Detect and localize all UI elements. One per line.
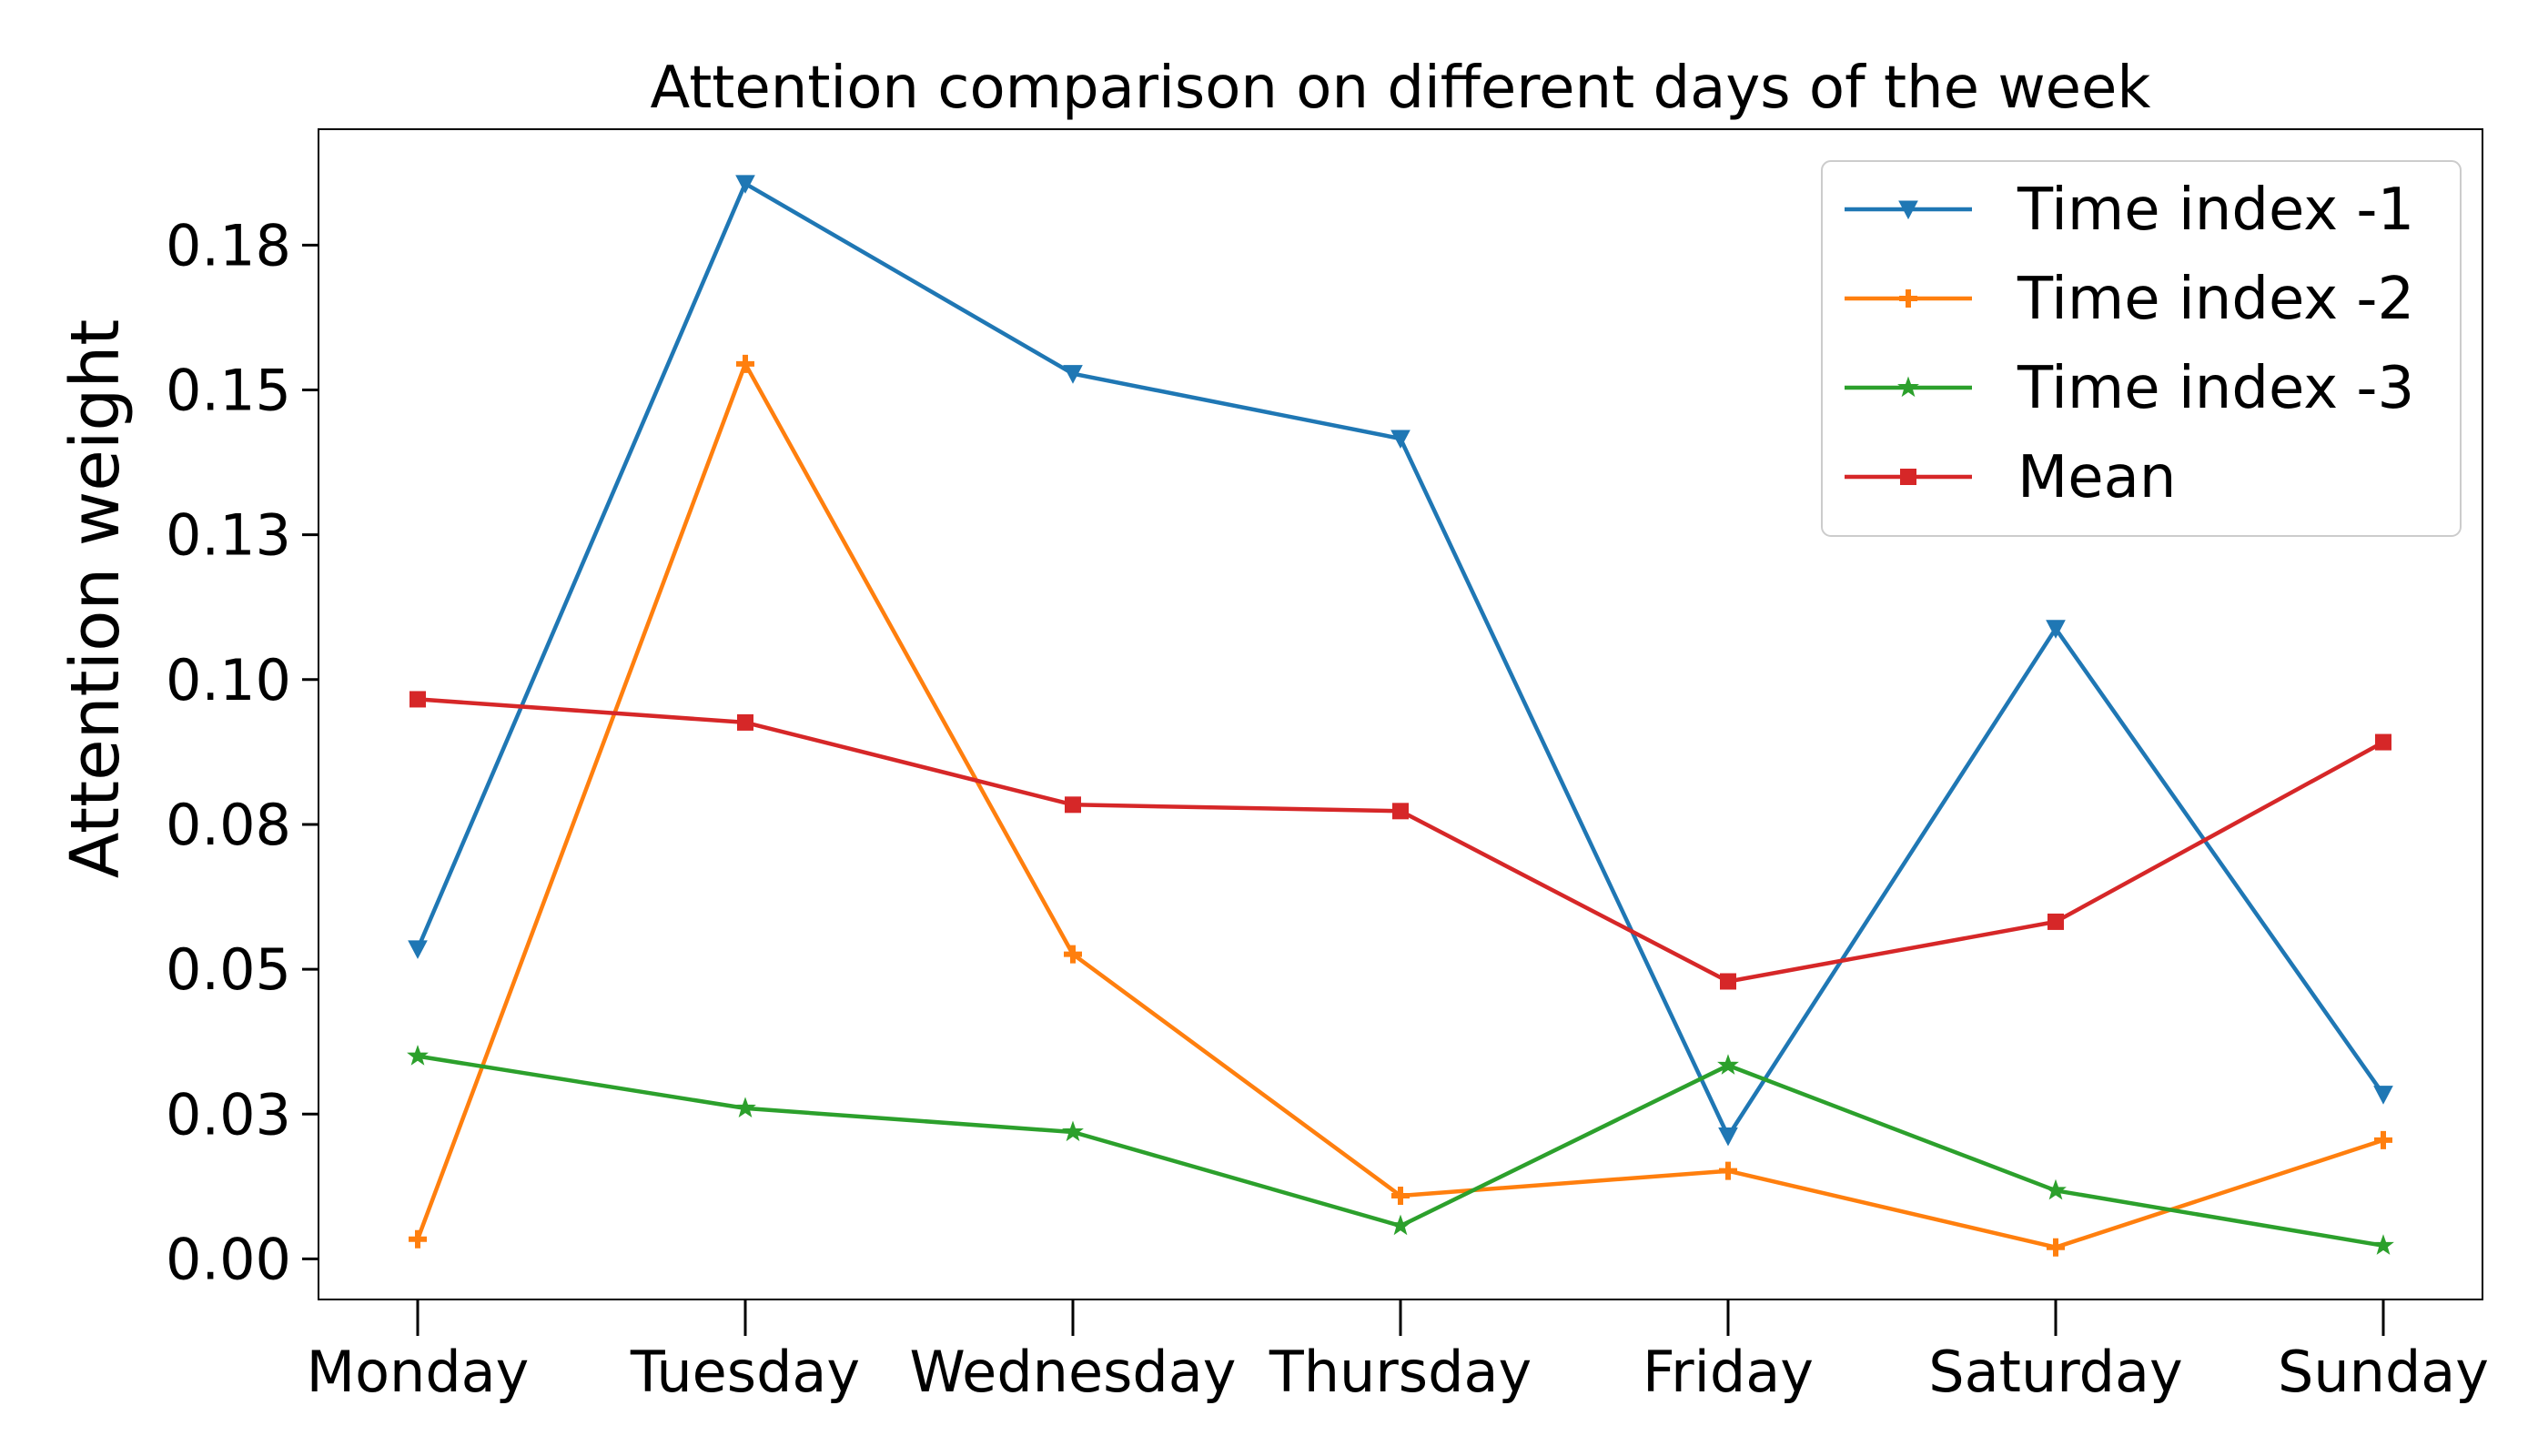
y-tick-label: 0.18 <box>166 212 291 278</box>
legend-item: Time index -3 <box>1845 355 2414 422</box>
x-tick-label: Monday <box>307 1339 530 1405</box>
data-point <box>734 1097 756 1117</box>
legend-marker <box>1897 376 1919 398</box>
data-point <box>1390 430 1410 450</box>
data-point <box>1390 1214 1411 1236</box>
legend-marker <box>1898 200 1918 220</box>
x-tick-label: Thursday <box>1269 1339 1532 1405</box>
legend-item: Mean <box>1845 444 2176 511</box>
data-point <box>2372 1234 2394 1255</box>
legend-marker <box>1899 289 1917 308</box>
data-point <box>2046 620 2066 639</box>
y-tick-label: 0.05 <box>166 936 291 1003</box>
data-point <box>2375 733 2391 751</box>
legend-label: Time index -3 <box>2017 355 2414 422</box>
y-tick-label: 0.13 <box>166 502 291 569</box>
y-tick-label: 0.00 <box>166 1226 291 1292</box>
legend-item: Time index -1 <box>1845 177 2414 244</box>
legend-label: Mean <box>2017 444 2176 511</box>
y-tick-label: 0.15 <box>166 357 291 423</box>
series-2 <box>409 354 2392 1257</box>
y-tick-label: 0.08 <box>166 792 291 858</box>
data-point <box>1392 803 1409 820</box>
data-point <box>1065 796 1081 814</box>
data-point <box>735 175 755 194</box>
data-point <box>1718 1127 1738 1147</box>
x-tick-label: Wednesday <box>910 1339 1237 1405</box>
data-point <box>1391 1187 1410 1206</box>
data-point <box>1719 1161 1737 1180</box>
data-point <box>2374 1130 2392 1149</box>
x-tick-label: Friday <box>1643 1339 1814 1405</box>
data-point <box>1717 1054 1739 1075</box>
data-point <box>1062 1120 1084 1142</box>
y-tick-label: 0.10 <box>166 647 291 713</box>
data-point <box>2373 1086 2393 1105</box>
series-3 <box>407 1045 2394 1255</box>
legend-label: Time index -1 <box>2017 177 2414 244</box>
data-point <box>1064 945 1082 964</box>
data-point <box>2045 1178 2067 1200</box>
legend-box <box>1821 160 2462 537</box>
data-point <box>2047 1238 2065 1257</box>
data-point <box>736 354 754 373</box>
legend: Time index -1 Time index -2 Time index -3 M… <box>1821 160 2462 537</box>
y-tick-label: 0.03 <box>166 1081 291 1148</box>
legend-item: Time index -2 <box>1845 266 2414 333</box>
y-axis-label: Attention weight <box>56 319 135 879</box>
legend-label: Time index -2 <box>2017 266 2414 333</box>
data-point <box>407 1045 429 1066</box>
plot-area: 0.00 0.03 0.05 0.08 0.10 0.13 0.15 0.18 Monday Tu… <box>166 128 2489 1405</box>
x-tick-label: Sunday <box>2278 1339 2489 1405</box>
x-tick-label: Saturday <box>1928 1339 2182 1405</box>
data-point <box>2048 913 2064 930</box>
data-point <box>1063 365 1083 384</box>
legend-marker <box>1900 469 1916 485</box>
data-point <box>409 1229 427 1249</box>
chart-title: Attention comparison on different days o… <box>651 55 2151 122</box>
data-point <box>410 691 426 708</box>
series-1 <box>408 175 2393 1147</box>
series-4 <box>410 691 2391 990</box>
data-point <box>408 940 428 959</box>
x-tick-label: Tuesday <box>630 1339 860 1405</box>
data-point <box>737 713 753 731</box>
data-point <box>1720 973 1736 990</box>
